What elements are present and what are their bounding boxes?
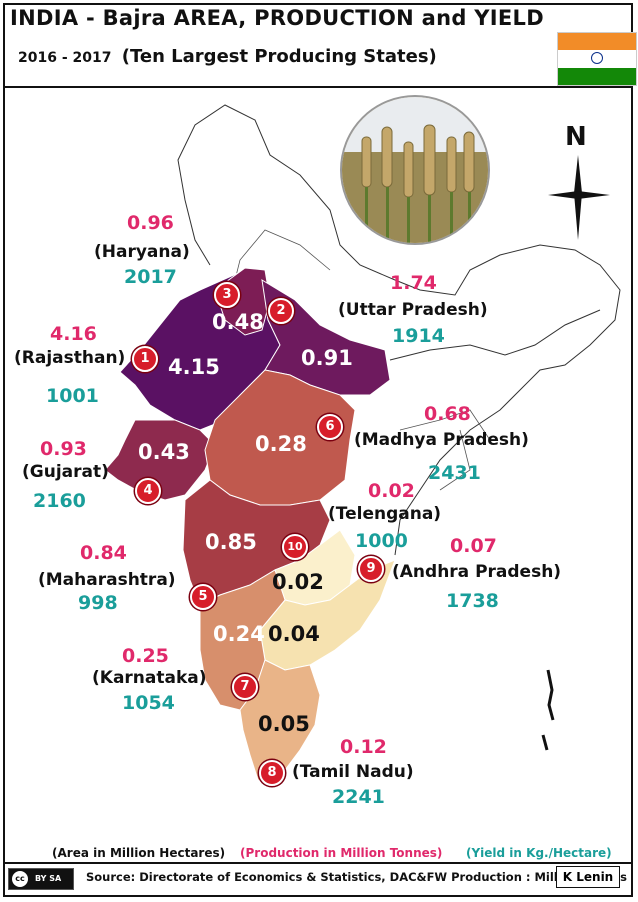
legend-yield: (Yield in Kg./Hectare): [466, 846, 612, 860]
subtitle-years: 2016 - 2017: [18, 50, 112, 66]
area-madhya-pradesh: 0.28: [255, 432, 307, 456]
state-name-andhra-pradesh: (Andhra Pradesh): [392, 562, 562, 582]
rank-marker-8: 8: [259, 760, 285, 786]
map-outline-east: [389, 309, 601, 361]
region-gujarat: [104, 419, 216, 501]
frame: [3, 3, 633, 897]
yield-rajasthan: 1001: [46, 385, 99, 407]
area-tamil-nadu: 0.05: [258, 712, 310, 736]
state-name-tamil-nadu: (Tamil Nadu): [292, 762, 414, 782]
yield-haryana: 2017: [124, 266, 177, 288]
area-karnataka: 0.24: [213, 622, 265, 646]
production-haryana: 0.96: [127, 212, 174, 234]
state-name-telengana: (Telengana): [328, 504, 442, 524]
area-haryana: 0.48: [212, 310, 264, 334]
production-andhra-pradesh: 0.07: [450, 535, 497, 557]
rank-marker-3: 3: [214, 282, 240, 308]
production-rajasthan: 4.16: [50, 323, 97, 345]
state-name-gujarat: (Gujarat): [22, 462, 109, 482]
bajra-crop-icon: [342, 97, 488, 243]
area-telengana: 0.02: [272, 570, 324, 594]
author-credit: K Lenin: [556, 866, 620, 888]
compass-icon: [548, 155, 610, 240]
area-rajasthan: 4.15: [168, 355, 220, 379]
india-flag-icon: [557, 32, 637, 86]
bajra-crop-photo: [340, 95, 490, 245]
subtitle-text: (Ten Largest Producing States): [121, 46, 437, 67]
region-tamil-nadu: [239, 659, 321, 786]
production-maharashtra: 0.84: [80, 542, 127, 564]
footer-divider: [5, 862, 631, 864]
cc-icon: cc: [12, 871, 28, 887]
production-karnataka: 0.25: [122, 645, 169, 667]
state-name-haryana: (Haryana): [94, 242, 190, 262]
area-andhra-pradesh: 0.04: [268, 622, 320, 646]
production-madhya-pradesh: 0.68: [424, 403, 471, 425]
area-uttar-pradesh: 0.91: [301, 346, 353, 370]
cc-terms: BY SA: [35, 874, 62, 883]
yield-gujarat: 2160: [33, 490, 86, 512]
area-gujarat: 0.43: [138, 440, 190, 464]
production-tamil-nadu: 0.12: [340, 736, 387, 758]
region-uttar-pradesh: [261, 279, 391, 396]
area-maharashtra: 0.85: [205, 530, 257, 554]
rank-marker-6: 6: [317, 414, 343, 440]
state-name-uttar-pradesh: (Uttar Pradesh): [338, 300, 488, 320]
yield-uttar-pradesh: 1914: [392, 325, 445, 347]
rank-marker-5: 5: [190, 584, 216, 610]
map-subtitle: 2016 - 2017 (Ten Largest Producing State…: [18, 46, 437, 67]
creative-commons-badge: cc BY SA: [8, 868, 74, 890]
header-divider: [5, 86, 631, 88]
legend-production: (Production in Million Tonnes): [240, 846, 443, 860]
yield-madhya-pradesh: 2431: [428, 462, 481, 484]
rank-marker-9: 9: [358, 556, 384, 582]
yield-karnataka: 1054: [122, 692, 175, 714]
state-name-madhya-pradesh: (Madhya Pradesh): [354, 430, 529, 450]
andaman-islands: [541, 669, 555, 751]
legend-area: (Area in Million Hectares): [52, 846, 226, 860]
production-uttar-pradesh: 1.74: [390, 272, 437, 294]
rank-marker-10: 10: [282, 534, 308, 560]
rank-marker-1: 1: [132, 346, 158, 372]
map-outline-north: [177, 104, 621, 556]
rank-marker-7: 7: [232, 674, 258, 700]
yield-maharashtra: 998: [78, 592, 118, 614]
source-note: Source: Directorate of Economics & Stati…: [86, 870, 628, 884]
rank-marker-2: 2: [268, 298, 294, 324]
production-telengana: 0.02: [368, 480, 415, 502]
yield-tamil-nadu: 2241: [332, 786, 385, 808]
state-name-rajasthan: (Rajasthan): [14, 348, 126, 368]
yield-andhra-pradesh: 1738: [446, 590, 499, 612]
state-name-karnataka: (Karnataka): [92, 668, 207, 688]
map-title: INDIA - Bajra AREA, PRODUCTION and YIELD: [10, 6, 544, 30]
rank-marker-4: 4: [135, 478, 161, 504]
yield-telengana: 1000: [355, 530, 408, 552]
production-gujarat: 0.93: [40, 438, 87, 460]
north-label: N: [565, 122, 587, 152]
state-name-maharashtra: (Maharashtra): [38, 570, 176, 590]
